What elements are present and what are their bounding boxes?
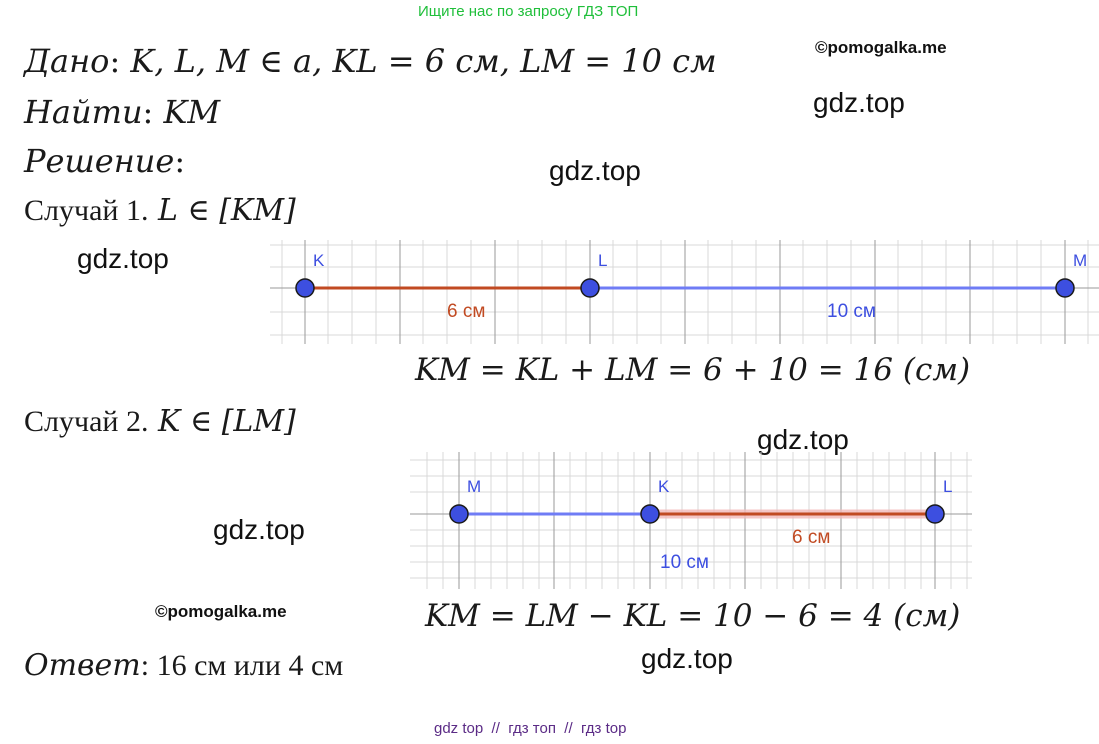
site-watermark: gdz.top (213, 514, 305, 545)
case1-formula: KM = KL + LM = 6 + 10 = 16 (см) (415, 352, 971, 388)
point-label-l: L (943, 477, 952, 496)
case1-condition: L ∈ [KM] (158, 193, 296, 228)
point-label-m: M (1073, 251, 1087, 270)
point-label-k: K (313, 251, 325, 270)
case2-formula: KM = LM − KL = 10 − 6 = 4 (см) (425, 598, 961, 634)
site-watermark: gdz.top (813, 87, 905, 118)
segment-label-lm: 10 см (827, 301, 876, 322)
case2-label: Случай 2. (24, 405, 149, 438)
answer-label: Ответ (24, 648, 141, 683)
point-label-m: M (467, 477, 481, 496)
case2-diagram: M K L 10 см 6 см (410, 452, 972, 589)
point-k (295, 278, 315, 298)
case2-heading: Случай 2. K ∈ [LM] (24, 404, 296, 439)
point-label-k: K (658, 477, 670, 496)
given-label: Дано (24, 42, 110, 80)
segment-label-kl: 6 см (792, 527, 830, 548)
grid (410, 452, 972, 589)
site-watermark: gdz.top (77, 243, 169, 274)
point-m (1055, 278, 1075, 298)
case1-diagram: K L M 6 см 10 см (270, 240, 1099, 344)
segment-label-ml: 10 см (660, 552, 709, 573)
point-label-l: L (598, 251, 607, 270)
segment-label-kl: 6 см (447, 301, 485, 322)
point-m (449, 504, 469, 524)
copyright-watermark: ©pomogalka.me (815, 38, 947, 57)
point-k (640, 504, 660, 524)
search-hint-link[interactable]: Ищите нас по запросу ГДЗ ТОП (418, 3, 639, 20)
find-statement: KM (163, 93, 221, 131)
find-line: Найти: KM (24, 93, 220, 131)
site-watermark: gdz.top (641, 643, 733, 674)
find-label: Найти (24, 93, 143, 131)
case1-label: Случай 1. (24, 194, 149, 227)
answer-text: 16 см или 4 см (149, 649, 344, 682)
case2-condition: K ∈ [LM] (158, 404, 296, 439)
solution-colon: : (174, 142, 186, 180)
point-l (580, 278, 600, 298)
footer-links[interactable]: gdz top // гдз топ // гдз top (434, 720, 627, 737)
find-colon: : (142, 93, 154, 131)
solution-label: Решение (24, 142, 175, 180)
case1-heading: Случай 1. L ∈ [KM] (24, 193, 296, 228)
site-watermark: gdz.top (549, 155, 641, 186)
given-statement: K, L, M ∈ a, KL = 6 см, LM = 10 см (130, 42, 717, 80)
answer-line: Ответ: 16 см или 4 см (24, 648, 343, 683)
answer-colon: : (140, 649, 150, 682)
given-colon: : (109, 42, 121, 80)
grid-major (270, 240, 1099, 344)
given-line: Дано: K, L, M ∈ a, KL = 6 см, LM = 10 см (24, 42, 717, 80)
solution-heading: Решение: (24, 142, 185, 180)
point-l (925, 504, 945, 524)
site-watermark: gdz.top (757, 424, 849, 455)
copyright-watermark: ©pomogalka.me (155, 602, 287, 621)
